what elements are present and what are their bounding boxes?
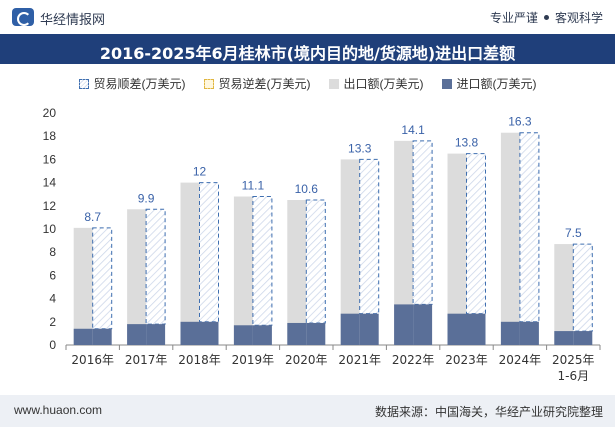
export-bar	[500, 132, 520, 345]
export-bar	[127, 209, 147, 345]
import-bar	[233, 325, 253, 345]
import-bar-right	[252, 325, 272, 345]
import-bar-right	[92, 328, 112, 345]
legend-item-exports: 出口额(万美元)	[328, 75, 424, 92]
brand-name: 华经情报网	[40, 12, 106, 27]
surplus-value-label: 12	[193, 165, 207, 179]
import-bar	[180, 321, 200, 345]
x-category-label: 2024年	[499, 353, 542, 367]
x-category-label: 2022年	[392, 353, 435, 367]
export-bar	[233, 196, 253, 345]
x-category-label: 2021年	[338, 353, 381, 367]
import-bar	[394, 304, 414, 345]
legend-swatch-surplus	[78, 78, 89, 89]
chart-legend: 贸易顺差(万美元) 贸易逆差(万美元) 出口额(万美元) 进口额(万美元)	[0, 75, 615, 92]
y-tick-label: 14	[43, 176, 57, 190]
surplus-value-label: 9.9	[138, 191, 155, 205]
surplus-value-label: 13.3	[348, 141, 372, 155]
export-bar	[554, 244, 574, 345]
surplus-bar	[572, 243, 593, 332]
legend-swatch-deficit	[203, 78, 214, 89]
export-bar	[340, 159, 360, 345]
import-bar	[73, 328, 93, 345]
surplus-value-label: 10.6	[295, 182, 319, 196]
y-tick-label: 2	[49, 315, 56, 329]
x-category-label: 2025年	[552, 353, 595, 367]
import-bar	[127, 324, 147, 345]
x-category-label: 2017年	[125, 353, 168, 367]
y-tick-label: 8	[49, 245, 56, 259]
surplus-bar	[199, 182, 219, 323]
x-category-label: 1-6月	[557, 369, 589, 383]
surplus-value-label: 7.5	[565, 226, 582, 240]
title-bar: 2016-2025年6月桂林市(境内目的地/货源地)进出口差额	[0, 34, 615, 64]
export-bar	[394, 140, 414, 345]
surplus-value-label: 13.8	[455, 136, 479, 150]
y-tick-label: 10	[43, 222, 57, 236]
surplus-bar	[92, 227, 113, 330]
legend-swatch-imports	[441, 78, 452, 89]
legend-label-exports: 出口额(万美元)	[343, 77, 424, 91]
x-category-label: 2019年	[232, 353, 275, 367]
export-bar	[73, 227, 93, 345]
y-tick-label: 0	[49, 338, 56, 352]
y-tick-label: 20	[43, 106, 57, 120]
legend-item-deficit: 贸易逆差(万美元)	[203, 75, 311, 92]
surplus-value-label: 14.1	[401, 123, 425, 137]
tag-professional: 专业严谨	[489, 11, 538, 25]
footer: www.huaon.com 数据来源：中国海关，华经产业研究院整理	[0, 395, 615, 427]
surplus-value-label: 11.1	[242, 179, 265, 193]
y-tick-label: 16	[43, 152, 57, 166]
legend-label-imports: 进口额(万美元)	[456, 77, 537, 91]
bar-chart: 0 2 4 6 8 10 12 14 16 18 20 2016年 2017年 2018年 2019年 202…	[43, 106, 601, 383]
surplus-value-label: 8.7	[84, 210, 101, 224]
import-bar-right	[573, 331, 593, 345]
separator-dot-icon	[543, 15, 549, 20]
footer-site: www.huaon.com	[14, 403, 103, 417]
legend-item-surplus: 贸易顺差(万美元)	[78, 75, 186, 92]
y-tick-label: 12	[43, 199, 57, 213]
chart-title: 2016-2025年6月桂林市(境内目的地/货源地)进出口差额	[99, 44, 516, 63]
import-bar	[554, 331, 574, 345]
import-bar-right	[146, 324, 166, 345]
legend-label-deficit: 贸易逆差(万美元)	[218, 77, 311, 91]
top-bar: 华经情报网 专业严谨 客观科学	[0, 0, 615, 34]
x-category-label: 2020年	[285, 353, 328, 367]
footer-source: 数据来源：中国海关，华经产业研究院整理	[374, 405, 603, 419]
surplus-bar	[466, 153, 486, 315]
import-bar-right	[359, 313, 379, 345]
y-tick-label: 18	[43, 129, 57, 143]
import-bar-right	[199, 321, 219, 345]
y-tick-label: 6	[49, 268, 56, 282]
legend-swatch-exports	[328, 78, 339, 89]
surplus-bar	[519, 132, 540, 323]
import-bar	[287, 322, 307, 345]
import-bar-right	[466, 313, 486, 345]
tag-objective: 客观科学	[554, 11, 603, 25]
surplus-bar	[412, 140, 433, 305]
x-category-label: 2016年	[71, 353, 114, 367]
export-bar	[447, 153, 467, 345]
legend-label-surplus: 贸易顺差(万美元)	[93, 77, 186, 91]
import-bar-right	[519, 321, 539, 345]
x-category-label: 2023年	[445, 353, 488, 367]
surplus-bar	[145, 208, 166, 325]
export-bar	[180, 182, 200, 345]
import-bar-right	[413, 304, 433, 345]
export-bar	[287, 200, 307, 345]
import-bar	[447, 313, 467, 345]
import-bar	[500, 321, 520, 345]
surplus-value-label: 16.3	[508, 115, 532, 129]
legend-item-imports: 进口额(万美元)	[441, 75, 537, 92]
x-category-label: 2018年	[178, 353, 221, 367]
header-tags: 专业严谨 客观科学	[490, 9, 603, 26]
surplus-bar	[252, 196, 273, 326]
surplus-bar	[359, 158, 380, 315]
import-bar	[340, 313, 360, 345]
surplus-bar	[305, 199, 326, 324]
y-tick-label: 4	[49, 292, 56, 306]
huajing-logo-icon	[12, 8, 34, 26]
import-bar-right	[306, 322, 326, 345]
